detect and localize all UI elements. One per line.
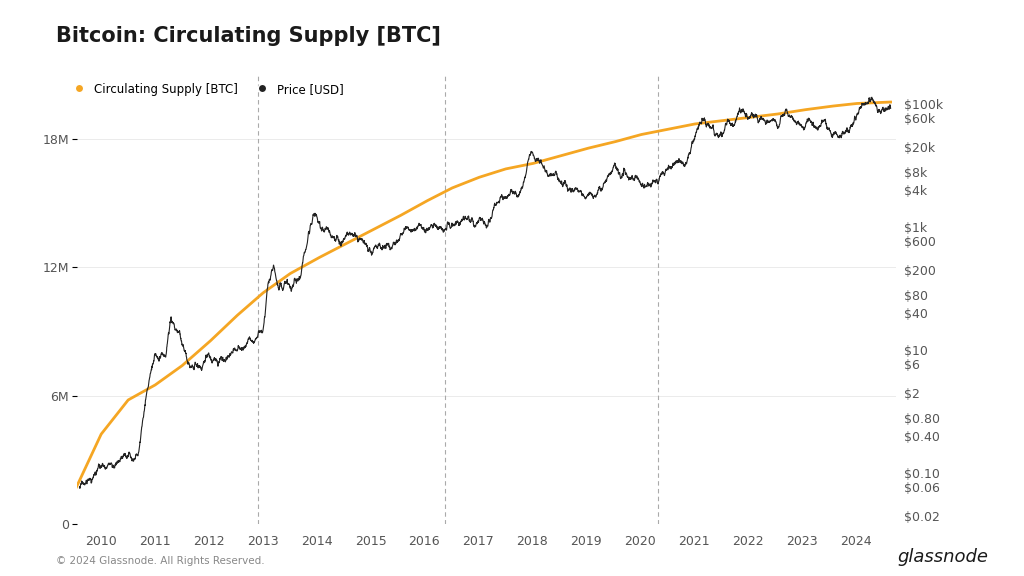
Text: Bitcoin: Circulating Supply [BTC]: Bitcoin: Circulating Supply [BTC] (56, 26, 441, 46)
Text: © 2024 Glassnode. All Rights Reserved.: © 2024 Glassnode. All Rights Reserved. (56, 556, 265, 566)
Legend: Circulating Supply [BTC], Price [USD]: Circulating Supply [BTC], Price [USD] (62, 78, 348, 100)
Text: glassnode: glassnode (897, 548, 988, 566)
